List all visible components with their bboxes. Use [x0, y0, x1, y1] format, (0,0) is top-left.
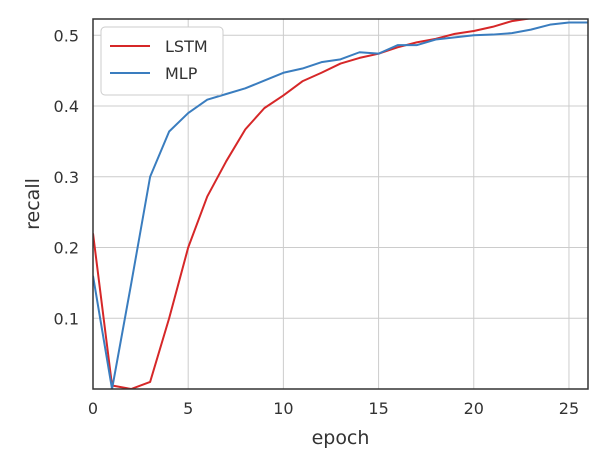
- legend-label-mlp: MLP: [165, 64, 198, 83]
- x-tick-label: 10: [273, 399, 293, 418]
- legend: LSTM MLP: [100, 26, 224, 96]
- legend-label-lstm: LSTM: [165, 37, 208, 56]
- y-tick-label: 0.5: [54, 26, 79, 45]
- y-tick-label: 0.4: [54, 97, 79, 116]
- legend-box: [100, 26, 224, 96]
- grid-lines: [92, 19, 588, 389]
- y-axis-title: recall: [22, 178, 44, 230]
- y-axis-ticks: 0.1 0.2 0.3 0.4 0.5: [54, 26, 79, 328]
- x-axis-ticks: 0 5 10 15 20 25: [88, 399, 579, 418]
- x-tick-label: 5: [183, 399, 193, 418]
- series-line-lstm: [93, 19, 534, 389]
- x-axis-title: epoch: [312, 427, 370, 449]
- plot-frame: [92, 18, 589, 390]
- y-tick-label: 0.2: [54, 239, 79, 258]
- series-lines: [93, 19, 588, 389]
- x-tick-label: 0: [88, 399, 98, 418]
- x-tick-label: 25: [559, 399, 579, 418]
- y-tick-label: 0.1: [54, 309, 79, 328]
- x-tick-label: 20: [464, 399, 484, 418]
- series-line-mlp: [93, 21, 588, 389]
- x-tick-label: 15: [368, 399, 388, 418]
- y-tick-label: 0.3: [54, 168, 79, 187]
